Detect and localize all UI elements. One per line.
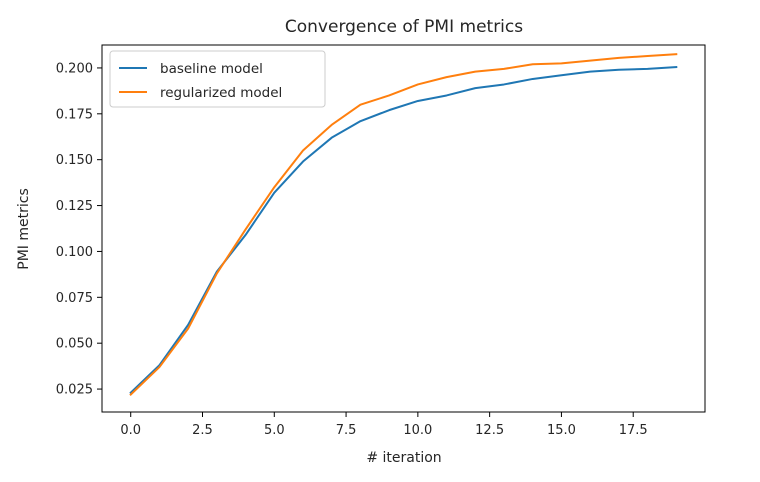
y-tick-label: 0.125 [56,199,93,214]
plot-frame [101,44,706,413]
legend: baseline model regularized model [109,50,326,108]
x-tick-label: 15.0 [547,423,576,438]
y-tick-label: 0.025 [56,383,93,398]
legend-frame [109,50,326,108]
y-tick-label: 0.200 [56,61,93,76]
x-tick-label: 10.0 [403,423,432,438]
series-line-0 [129,65,678,395]
y-tick-label: 0.175 [56,107,93,122]
y-axis-ticks: 0.025 0.050 0.075 0.100 0.125 0.150 0.175 0.200 [56,61,102,398]
series-line-1 [129,53,678,396]
y-axis-title: PMI metrics [16,188,32,269]
x-tick-label: 7.5 [336,423,357,438]
legend-label-0: baseline model [160,61,263,77]
x-tick-label: 0.0 [120,423,141,438]
x-tick-label: 2.5 [192,423,213,438]
x-axis-ticks: 0.0 2.5 5.0 7.5 10.0 12.5 15.0 17.5 [120,412,648,438]
y-tick-label: 0.100 [56,245,93,260]
x-tick-label: 12.5 [475,423,504,438]
x-tick-label: 17.5 [619,423,648,438]
y-tick-label: 0.075 [56,291,93,306]
x-axis-title: # iteration [366,450,441,466]
plot-lines [129,53,678,396]
x-tick-label: 5.0 [264,423,285,438]
y-tick-label: 0.050 [56,337,93,352]
legend-label-1: regularized model [160,85,282,101]
chart-title: Convergence of PMI metrics [285,17,523,37]
y-tick-label: 0.150 [56,153,93,168]
